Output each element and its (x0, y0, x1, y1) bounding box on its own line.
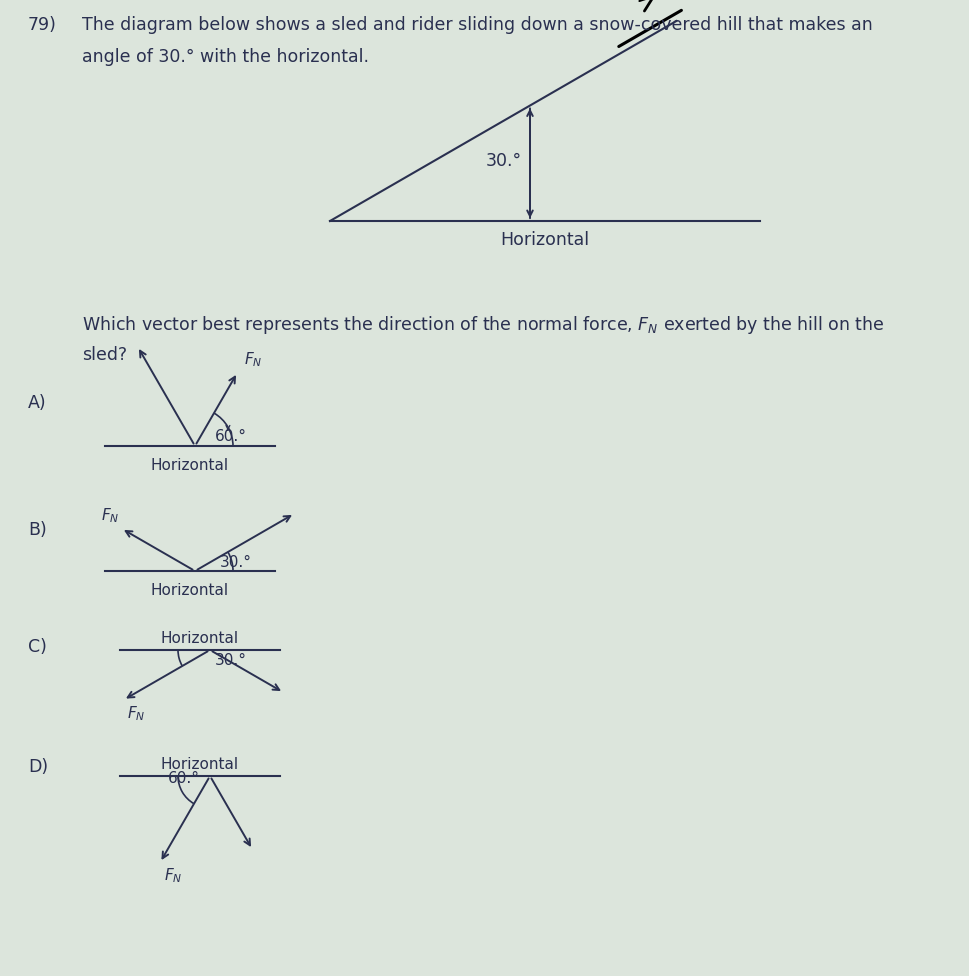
Text: A): A) (28, 394, 47, 412)
Text: $F_N$: $F_N$ (101, 506, 119, 524)
Text: Horizontal: Horizontal (161, 631, 239, 646)
Text: Horizontal: Horizontal (151, 458, 229, 473)
Text: Horizontal: Horizontal (500, 231, 589, 249)
Text: 30.°: 30.° (220, 555, 252, 570)
Text: 30.°: 30.° (485, 152, 522, 170)
Text: B): B) (28, 521, 47, 539)
Text: Horizontal: Horizontal (151, 583, 229, 598)
Text: Horizontal: Horizontal (161, 757, 239, 772)
Text: angle of 30.° with the horizontal.: angle of 30.° with the horizontal. (82, 48, 369, 66)
Text: Which vector best represents the direction of the normal force, $F_N$ exerted by: Which vector best represents the directi… (82, 314, 885, 336)
Text: 30.°: 30.° (215, 653, 247, 668)
Text: $F_N$: $F_N$ (164, 867, 182, 885)
Text: 60.°: 60.° (168, 771, 200, 786)
Text: C): C) (28, 638, 47, 656)
Text: 60.°: 60.° (215, 429, 247, 444)
Text: $F_N$: $F_N$ (243, 350, 262, 369)
Text: 79): 79) (28, 16, 57, 34)
Text: $F_N$: $F_N$ (127, 704, 145, 722)
Text: D): D) (28, 758, 48, 776)
Text: The diagram below shows a sled and rider sliding down a snow-covered hill that m: The diagram below shows a sled and rider… (82, 16, 873, 34)
Text: sled?: sled? (82, 346, 127, 364)
